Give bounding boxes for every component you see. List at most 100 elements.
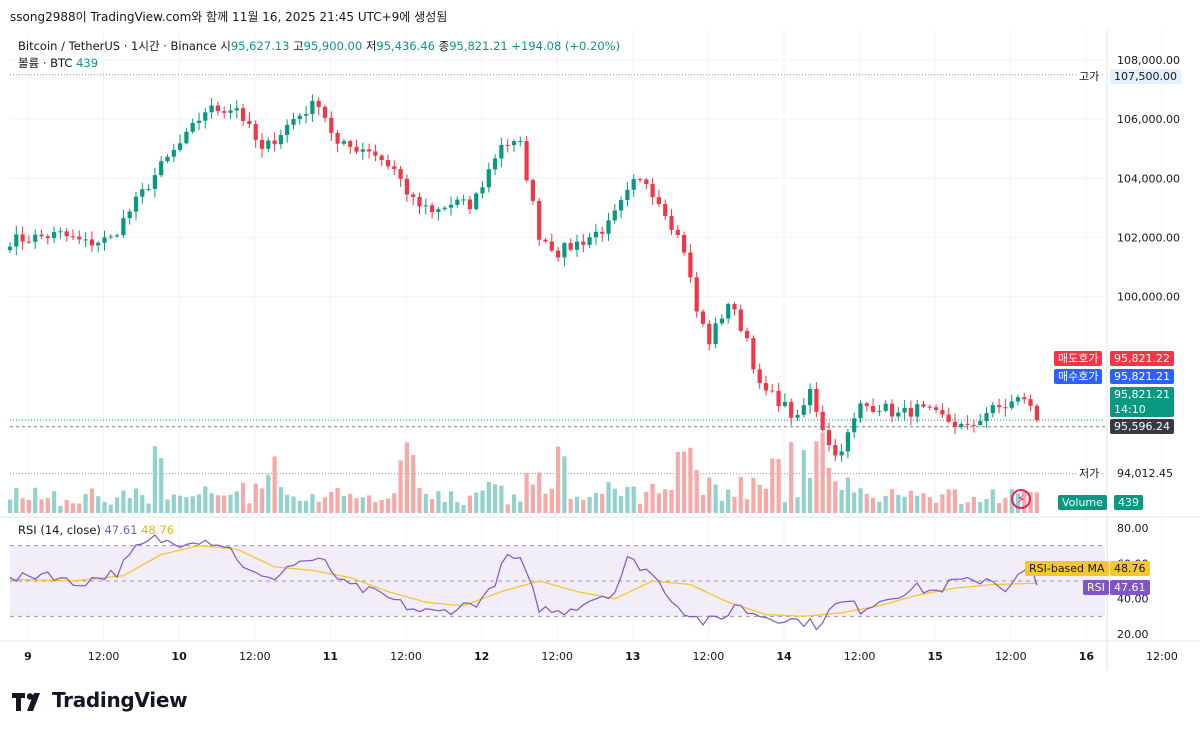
candle[interactable] xyxy=(814,388,819,412)
candle[interactable] xyxy=(165,156,170,162)
candle[interactable] xyxy=(871,406,876,412)
candle[interactable] xyxy=(430,205,435,213)
candle[interactable] xyxy=(682,234,687,253)
candle[interactable] xyxy=(215,105,220,112)
candle[interactable] xyxy=(700,311,706,324)
candle[interactable] xyxy=(984,413,989,422)
candle[interactable] xyxy=(322,106,328,118)
candle[interactable] xyxy=(316,100,321,107)
candle[interactable] xyxy=(442,207,447,210)
candle[interactable] xyxy=(436,209,441,213)
candle[interactable] xyxy=(959,423,964,427)
candle[interactable] xyxy=(455,199,460,205)
candle[interactable] xyxy=(530,180,535,201)
candle[interactable] xyxy=(423,205,428,207)
candle[interactable] xyxy=(612,210,617,221)
candle[interactable] xyxy=(83,239,88,241)
candle[interactable] xyxy=(1034,405,1039,421)
candle[interactable] xyxy=(965,423,970,425)
candle[interactable] xyxy=(663,204,668,217)
candle[interactable] xyxy=(864,403,869,407)
candle[interactable] xyxy=(304,114,309,116)
candle[interactable] xyxy=(606,220,611,234)
candle[interactable] xyxy=(808,388,813,406)
candle[interactable] xyxy=(228,110,233,113)
candle[interactable] xyxy=(77,236,82,240)
candle[interactable] xyxy=(789,402,794,418)
rsi-legend[interactable]: RSI (14, close) 47.61 48.76 xyxy=(18,523,174,537)
candle[interactable] xyxy=(877,410,882,412)
candle[interactable] xyxy=(549,241,554,251)
candle[interactable] xyxy=(543,239,548,242)
candle[interactable] xyxy=(889,403,895,417)
candle[interactable] xyxy=(14,234,19,247)
candle[interactable] xyxy=(581,241,586,245)
candle[interactable] xyxy=(694,277,699,312)
candle[interactable] xyxy=(940,409,945,415)
candle[interactable] xyxy=(908,408,913,417)
candle[interactable] xyxy=(688,252,693,278)
candle[interactable] xyxy=(121,218,126,236)
candle[interactable] xyxy=(738,309,743,331)
candle[interactable] xyxy=(745,330,750,339)
candle[interactable] xyxy=(770,390,775,392)
candle[interactable] xyxy=(247,120,252,125)
candle[interactable] xyxy=(52,232,57,239)
candle[interactable] xyxy=(417,196,422,207)
candle[interactable] xyxy=(329,117,334,133)
candle[interactable] xyxy=(474,193,479,210)
candle[interactable] xyxy=(839,451,844,456)
candle[interactable] xyxy=(96,242,101,246)
candle[interactable] xyxy=(997,405,1002,408)
candle[interactable] xyxy=(367,149,372,152)
candle[interactable] xyxy=(159,161,164,176)
candle[interactable] xyxy=(354,146,359,152)
candle[interactable] xyxy=(990,405,995,414)
candle[interactable] xyxy=(278,134,283,145)
candle[interactable] xyxy=(196,120,202,123)
candle[interactable] xyxy=(946,414,951,422)
candle[interactable] xyxy=(33,234,38,242)
candle[interactable] xyxy=(7,246,13,251)
candle[interactable] xyxy=(518,141,523,143)
candle[interactable] xyxy=(448,204,454,208)
candle[interactable] xyxy=(133,196,139,212)
volume-legend[interactable]: 볼륨 · BTC 439 xyxy=(18,55,98,71)
candle[interactable] xyxy=(1009,401,1014,408)
candle[interactable] xyxy=(902,408,907,413)
candle[interactable] xyxy=(127,211,132,219)
candle[interactable] xyxy=(253,124,258,140)
candle[interactable] xyxy=(152,175,157,189)
candle[interactable] xyxy=(373,151,378,156)
candle[interactable] xyxy=(562,243,567,258)
candle[interactable] xyxy=(467,199,472,210)
candle[interactable] xyxy=(511,141,517,146)
candle[interactable] xyxy=(310,100,315,115)
candle[interactable] xyxy=(39,234,44,237)
candle[interactable] xyxy=(461,199,466,201)
candle[interactable] xyxy=(896,412,901,417)
candle[interactable] xyxy=(108,236,113,238)
candle[interactable] xyxy=(669,216,674,230)
candle[interactable] xyxy=(719,318,724,324)
candle[interactable] xyxy=(852,418,857,433)
candle[interactable] xyxy=(619,200,624,211)
candle[interactable] xyxy=(266,140,271,149)
candle[interactable] xyxy=(826,430,832,446)
candle[interactable] xyxy=(757,369,762,384)
candle[interactable] xyxy=(1028,399,1033,406)
candle[interactable] xyxy=(297,115,302,120)
candle[interactable] xyxy=(587,237,592,245)
candle[interactable] xyxy=(392,166,397,170)
candle[interactable] xyxy=(20,234,25,242)
candle[interactable] xyxy=(820,411,825,431)
candle[interactable] xyxy=(398,169,403,179)
candle[interactable] xyxy=(921,404,926,407)
candle[interactable] xyxy=(360,149,365,152)
candle[interactable] xyxy=(45,236,50,239)
lightning-icon[interactable]: ⚡ xyxy=(1011,489,1031,509)
candle[interactable] xyxy=(480,187,485,194)
candle[interactable] xyxy=(524,141,529,181)
candle[interactable] xyxy=(259,139,265,149)
